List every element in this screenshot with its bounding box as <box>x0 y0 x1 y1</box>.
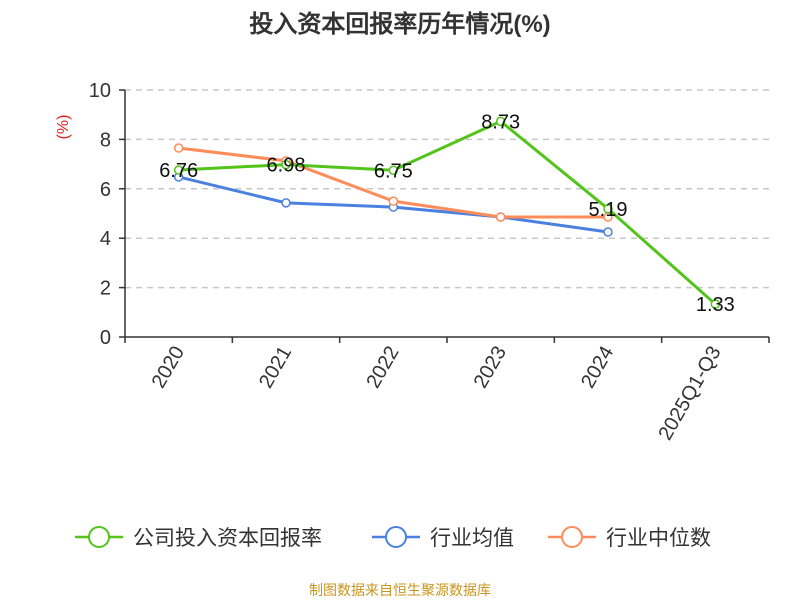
series-line <box>178 119 717 306</box>
data-point[interactable] <box>603 204 613 214</box>
data-point[interactable] <box>388 196 399 206</box>
data-label: 6.98 <box>267 155 306 177</box>
y-tick-label: 2 <box>100 278 111 300</box>
legend-item[interactable]: 公司投入资本回报率 <box>75 526 322 550</box>
legend-label: 行业中位数 <box>606 527 711 550</box>
x-tick-label: 2023 <box>470 342 511 392</box>
data-point[interactable] <box>495 116 506 127</box>
x-tick-label: 2021 <box>255 343 296 393</box>
y-tick-label: 0 <box>100 327 111 349</box>
data-point[interactable] <box>710 299 721 309</box>
legend-circle-icon <box>88 526 110 548</box>
y-tick-label: 10 <box>89 80 111 102</box>
data-point[interactable] <box>281 159 291 170</box>
data-point[interactable] <box>173 165 184 175</box>
x-tick-label: 2020 <box>148 343 189 393</box>
source-note: 制图数据来自恒生聚源数据库 <box>309 582 491 598</box>
data-label: 6.75 <box>374 160 413 182</box>
y-tick-label: 8 <box>100 129 111 151</box>
x-tick-label: 2025Q1-Q3 <box>654 343 725 445</box>
legend-item[interactable]: 行业中位数 <box>548 526 711 550</box>
chart-title: 投入资本回报率历年情况(%) <box>249 10 550 38</box>
data-point[interactable] <box>603 227 613 237</box>
legend-label: 行业均值 <box>430 527 514 550</box>
x-tick-label: 2024 <box>577 343 618 393</box>
legend-circle-icon <box>561 526 583 548</box>
data-point[interactable] <box>388 165 399 176</box>
data-point[interactable] <box>495 212 506 222</box>
y-tick-label: 4 <box>100 228 111 250</box>
legend-label: 公司投入资本回报率 <box>133 527 322 550</box>
legend-circle-icon <box>385 526 407 548</box>
data-point[interactable] <box>173 143 184 153</box>
data-label: 6.76 <box>159 160 198 182</box>
data-label: 1.33 <box>696 294 735 316</box>
data-label: 8.73 <box>481 111 520 133</box>
data-label: 5.19 <box>589 199 628 221</box>
y-axis-label: (%) <box>55 115 72 140</box>
legend-item[interactable]: 行业均值 <box>372 526 514 550</box>
x-tick-label: 2022 <box>362 343 403 393</box>
y-tick-label: 6 <box>100 179 111 201</box>
data-point[interactable] <box>281 198 291 208</box>
